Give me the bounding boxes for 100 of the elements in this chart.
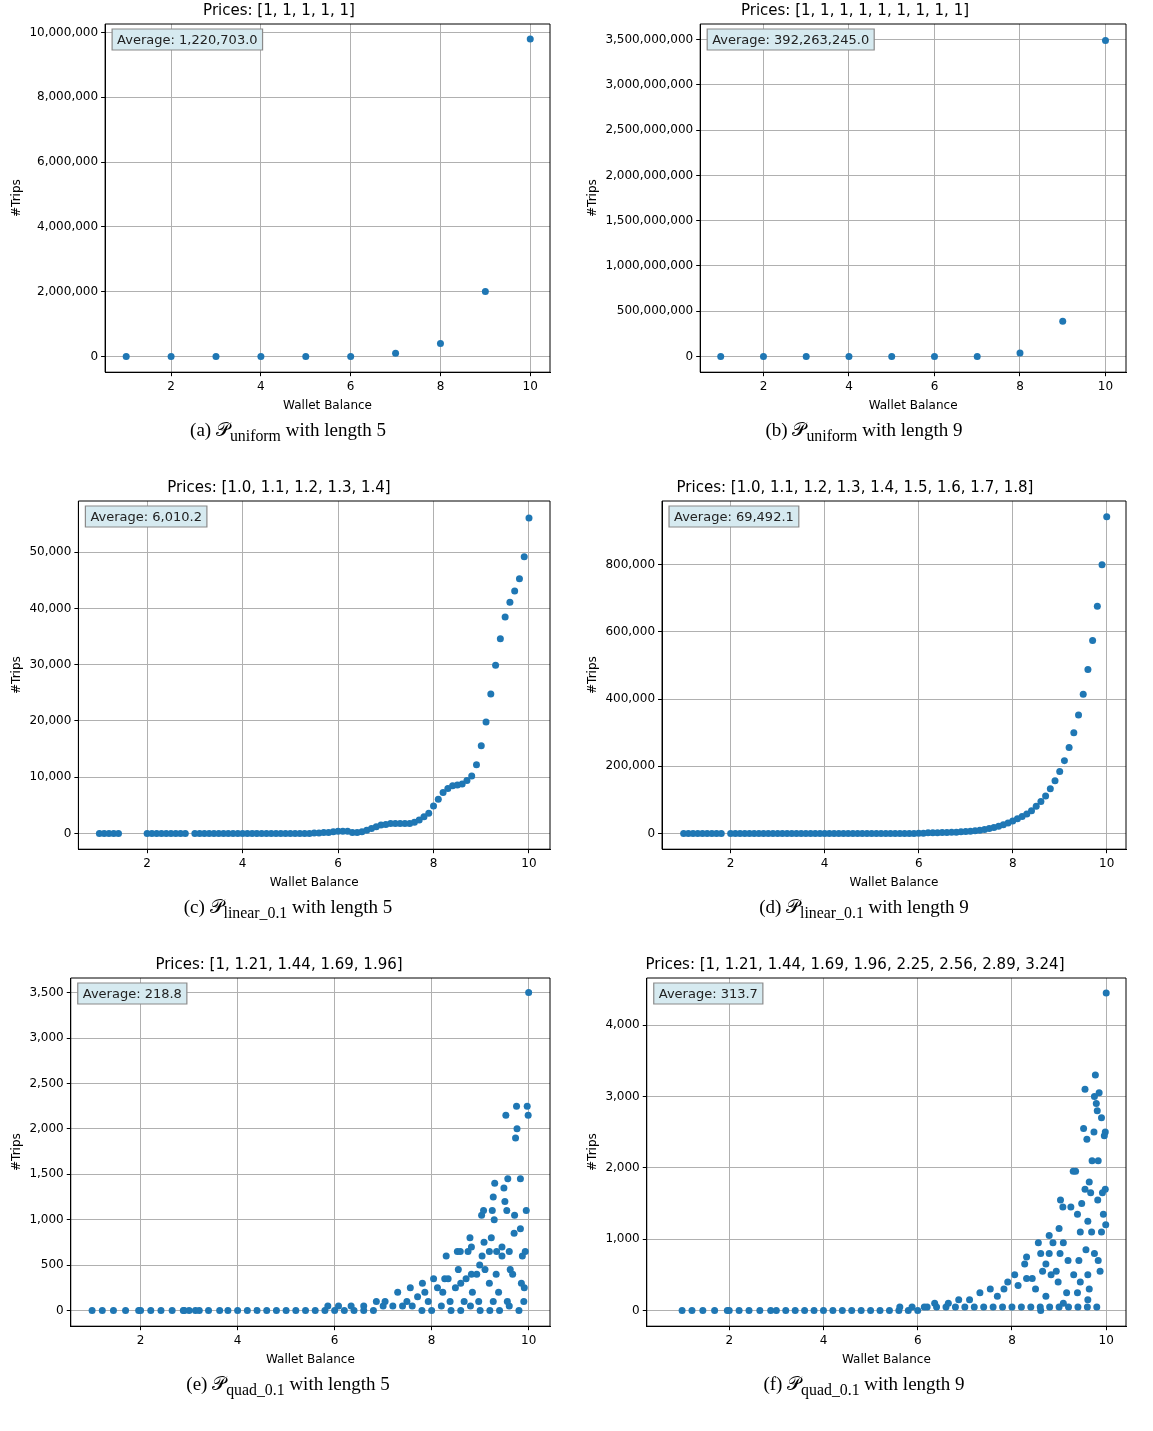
y-tick-label: 500,000,000 xyxy=(616,303,694,318)
x-axis-title: Wallet Balance xyxy=(269,874,359,889)
x-tick-label: 4 xyxy=(819,1332,828,1347)
y-tick-label: 2,500,000,000 xyxy=(605,122,694,137)
x-tick-label: 4 xyxy=(820,855,829,870)
point xyxy=(167,352,175,360)
y-tick-label: 3,500 xyxy=(29,984,64,999)
y-tick-label: 1,000 xyxy=(29,1211,64,1226)
annotation: Average: 313.7 xyxy=(658,985,758,1001)
point xyxy=(888,353,896,361)
x-tick-label: 2 xyxy=(759,378,768,393)
y-tick-label: 8,000,000 xyxy=(37,89,99,104)
point xyxy=(526,35,534,43)
text: (b) 𝒫$_{uniform}$ with length 9 xyxy=(764,418,964,446)
point xyxy=(481,288,489,296)
x-tick-label: 8 xyxy=(427,1332,436,1347)
point xyxy=(717,353,725,361)
y-axis-title: #Trips xyxy=(9,179,24,217)
text: (c) 𝒫$_{linear_0.1}$ with length 5 xyxy=(182,895,394,923)
x-tick-label: 8 xyxy=(1008,1332,1016,1347)
x-tick-label: 8 xyxy=(436,378,445,393)
x-axis-title: Wallet Balance xyxy=(265,1351,355,1366)
y-tick-label: 10,000 xyxy=(29,769,72,784)
x-tick-label: 10 xyxy=(521,855,537,870)
y-tick-label: 2,000 xyxy=(605,1159,640,1174)
y-tick-label: 800,000 xyxy=(605,556,656,571)
x-axis-title: Wallet Balance xyxy=(841,1351,931,1366)
x-tick-label: 2 xyxy=(167,378,175,393)
chart-title: Prices: [1, 1, 1, 1, 1, 1, 1, 1, 1] xyxy=(740,0,970,19)
x-tick-label: 6 xyxy=(914,855,923,870)
x-tick-label: 4 xyxy=(845,378,853,393)
y-tick-label: 1,500 xyxy=(29,1166,64,1181)
x-tick-label: 10 xyxy=(521,1332,537,1347)
annotation: Average: 218.8 xyxy=(82,985,182,1001)
y-tick-label: 3,000 xyxy=(29,1030,64,1045)
y-tick-label: 2,500 xyxy=(29,1075,64,1090)
annotation: Average: 6,010.2 xyxy=(90,508,202,524)
point xyxy=(759,353,767,361)
y-tick-label: 0 xyxy=(647,825,656,840)
x-tick-label: 8 xyxy=(429,855,438,870)
y-axis-title: #Trips xyxy=(585,179,600,217)
x-tick-label: 6 xyxy=(334,855,342,870)
y-tick-label: 0 xyxy=(632,1302,640,1317)
point xyxy=(930,353,938,361)
y-tick-label: 2,000,000 xyxy=(37,283,99,298)
x-tick-label: 10 xyxy=(1098,1332,1114,1347)
x-tick-label: 2 xyxy=(136,1332,145,1347)
y-tick-label: 20,000 xyxy=(29,713,72,728)
y-tick-label: 1,000 xyxy=(605,1231,640,1246)
y-tick-label: 2,000,000,000 xyxy=(605,167,694,182)
y-tick-label: 400,000 xyxy=(605,691,656,706)
point xyxy=(1016,349,1024,357)
x-tick-label: 8 xyxy=(1008,855,1017,870)
chart-title: Prices: [1, 1.21, 1.44, 1.69, 1.96, 2.25, 2.56, 2.89, 3.24] xyxy=(645,954,1065,973)
y-tick-label: 50,000 xyxy=(29,544,72,559)
annotation: Average: 1,220,703.0 xyxy=(117,31,258,47)
chart-title: Prices: [1, 1.21, 1.44, 1.69, 1.96] xyxy=(155,954,403,973)
y-tick-label: 4,000,000 xyxy=(37,218,99,233)
text: (e) 𝒫$_{quad_0.1}$ with length 5 xyxy=(185,1372,391,1401)
y-axis-title: #Trips xyxy=(585,656,600,694)
x-tick-label: 2 xyxy=(725,1332,734,1347)
point xyxy=(122,352,130,360)
y-tick-label: 40,000 xyxy=(29,600,72,615)
x-tick-label: 10 xyxy=(1097,378,1114,393)
y-tick-label: 500 xyxy=(40,1257,64,1272)
y-tick-label: 200,000 xyxy=(605,758,656,773)
x-tick-label: 2 xyxy=(726,855,735,870)
annotation: Average: 69,492.1 xyxy=(674,508,794,524)
point xyxy=(347,352,355,360)
x-axis-title: Wallet Balance xyxy=(283,397,372,412)
x-tick-label: 10 xyxy=(1099,855,1115,870)
x-tick-label: 10 xyxy=(522,378,538,393)
y-axis-title: #Trips xyxy=(585,1133,600,1171)
annotation: Average: 392,263,245.0 xyxy=(712,31,870,47)
x-tick-label: 2 xyxy=(143,855,151,870)
y-tick-label: 600,000 xyxy=(605,624,656,639)
y-tick-label: 3,000 xyxy=(605,1088,640,1103)
y-axis-title: #Trips xyxy=(9,1133,24,1171)
x-tick-label: 4 xyxy=(238,855,247,870)
y-tick-label: 4,000 xyxy=(605,1017,640,1032)
chart-title: Prices: [1, 1, 1, 1, 1] xyxy=(203,0,355,19)
x-tick-label: 6 xyxy=(330,1332,339,1347)
y-tick-label: 0 xyxy=(685,348,694,363)
y-tick-label: 2,000 xyxy=(29,1120,64,1135)
text: (d) 𝒫$_{linear_0.1}$ with length 9 xyxy=(758,895,970,923)
x-tick-label: 8 xyxy=(1016,378,1024,393)
point xyxy=(392,349,400,357)
y-tick-label: 3,000,000,000 xyxy=(605,76,694,91)
x-tick-label: 6 xyxy=(930,378,939,393)
chart-title: Prices: [1.0, 1.1, 1.2, 1.3, 1.4] xyxy=(167,477,391,496)
point xyxy=(1059,317,1067,325)
y-tick-label: 10,000,000 xyxy=(29,24,99,39)
x-tick-label: 6 xyxy=(346,378,355,393)
y-tick-label: 1,000,000,000 xyxy=(605,258,694,273)
y-tick-label: 0 xyxy=(90,348,99,363)
text: (f) 𝒫$_{quad_0.1}$ with length 9 xyxy=(762,1372,966,1401)
x-tick-label: 4 xyxy=(233,1332,242,1347)
point xyxy=(257,352,265,360)
chart-title: Prices: [1.0, 1.1, 1.2, 1.3, 1.4, 1.5, 1.6, 1.7, 1.8] xyxy=(676,477,1034,496)
y-tick-label: 6,000,000 xyxy=(37,154,99,169)
